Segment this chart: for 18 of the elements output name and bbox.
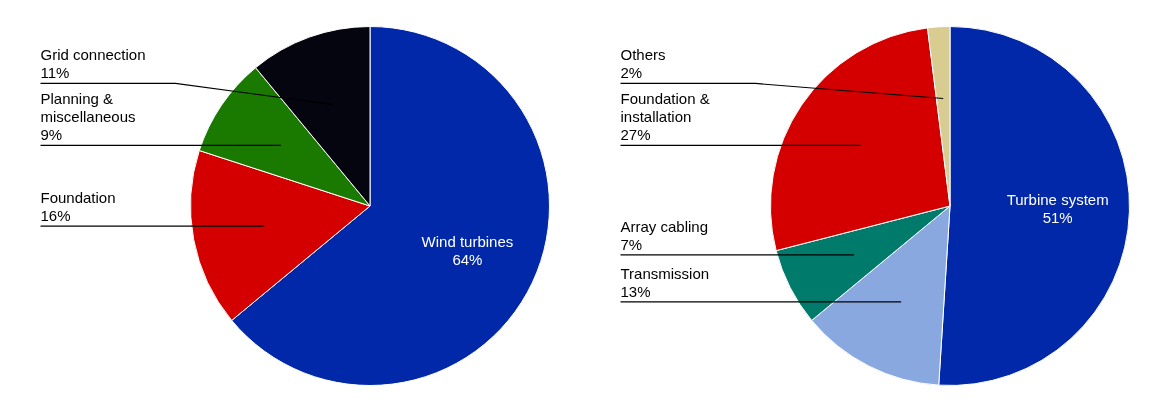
data-label: 11% <box>40 64 70 82</box>
data-label: 27% <box>620 126 651 144</box>
slice-label: Wind turbines <box>421 233 514 250</box>
data-label: 51% <box>1042 208 1073 226</box>
slice-label: Planning & miscellaneous <box>40 90 136 126</box>
data-label: 2% <box>620 64 643 82</box>
slice-label: Foundation & installation <box>620 90 710 126</box>
data-label: 16% <box>40 206 71 224</box>
slice-label: Transmission <box>620 264 710 282</box>
data-label: 13% <box>620 282 651 300</box>
slice-label: Turbine system <box>1006 190 1109 208</box>
data-label: 9% <box>40 126 63 144</box>
data-label: 7% <box>620 235 643 253</box>
slice-label: Array cabling <box>620 217 709 235</box>
slice-label: Others <box>620 46 666 64</box>
slice-label: Foundation <box>40 188 116 206</box>
slice-label: Grid connection <box>40 46 146 64</box>
data-label: 64% <box>452 251 483 268</box>
